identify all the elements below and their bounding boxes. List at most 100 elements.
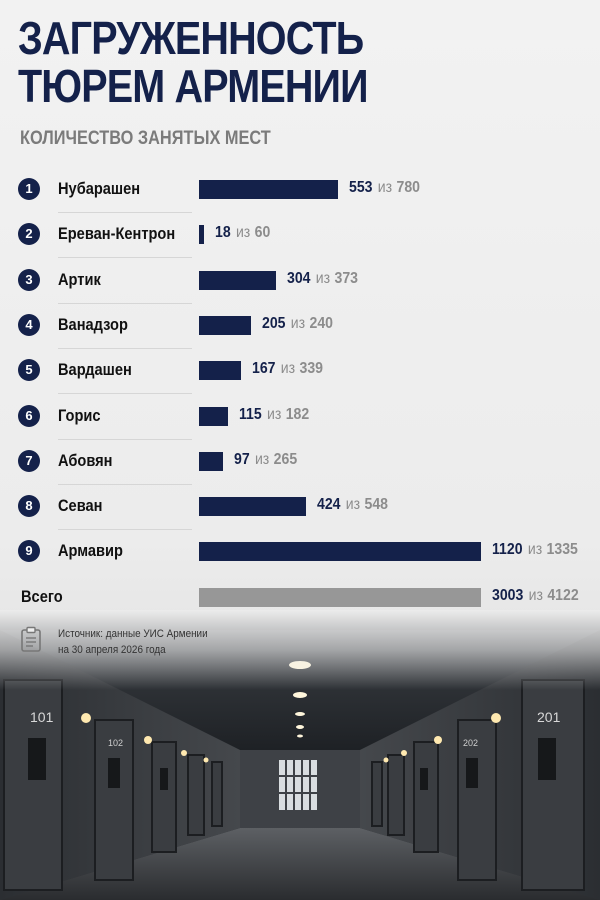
- of-word: из: [528, 587, 543, 604]
- value-label: 304 из 373: [287, 270, 358, 288]
- bar: [199, 361, 241, 380]
- value-label: 205 из 240: [262, 315, 333, 333]
- door-number-202: 202: [463, 738, 478, 748]
- of-word: из: [527, 541, 543, 558]
- value-label: 424 из 548: [317, 496, 388, 514]
- category-label: Ереван-Кентрон: [58, 224, 176, 243]
- occupied-value: 97: [234, 451, 250, 468]
- of-word: из: [315, 270, 331, 287]
- occupied-value: 3003: [492, 587, 524, 604]
- capacity-value: 60: [254, 224, 271, 241]
- rank-badge: 8: [18, 495, 40, 517]
- category-label: Ванадзор: [58, 315, 128, 334]
- of-word: из: [266, 406, 282, 423]
- of-word: из: [254, 451, 270, 468]
- chart-row: 6 Горис 115 из 182: [0, 395, 600, 440]
- capacity-value: 339: [299, 360, 324, 377]
- value-label: 115 из 182: [239, 406, 309, 424]
- rank-badge: 1: [18, 178, 40, 200]
- chart-row: 8 Севан 424 из 548: [0, 485, 600, 530]
- capacity-value: 182: [285, 406, 310, 423]
- capacity-value: 4122: [547, 587, 579, 604]
- chart-row: 7 Абовян 97 из 265: [0, 440, 600, 485]
- door-number-201: 201: [537, 709, 561, 725]
- capacity-value: 373: [334, 270, 359, 287]
- row-divider: [58, 393, 192, 394]
- occupied-value: 553: [349, 179, 373, 196]
- value-label: 167 из 339: [252, 360, 323, 378]
- row-divider: [58, 439, 192, 440]
- bar: [199, 407, 228, 426]
- source-line-2: на 30 апреля 2026 года: [58, 644, 166, 656]
- category-label: Вардашен: [58, 360, 132, 379]
- occupied-value: 115: [239, 406, 262, 423]
- category-label: Артик: [58, 270, 101, 289]
- of-word: из: [290, 315, 306, 332]
- rank-badge: 5: [18, 359, 40, 381]
- total-label: Всего: [21, 587, 63, 606]
- category-label: Армавир: [58, 541, 123, 560]
- bar: [199, 180, 338, 199]
- of-word: из: [377, 179, 393, 196]
- clipboard-icon: [21, 626, 41, 652]
- category-label: Горис: [58, 406, 101, 425]
- capacity-value: 265: [273, 451, 298, 468]
- occupied-value: 167: [252, 360, 276, 377]
- source-text: Источник: данные УИС Армении на 30 апрел…: [58, 626, 208, 658]
- occupied-value: 18: [215, 224, 231, 241]
- title-line-2: ТЮРЕМ АРМЕНИИ: [18, 60, 369, 112]
- occupied-value: 424: [317, 496, 341, 513]
- value-label: 3003 из 4122: [492, 587, 579, 605]
- occupied-value: 304: [287, 270, 311, 287]
- bar: [199, 497, 306, 516]
- rank-badge: 9: [18, 540, 40, 562]
- total-bar: [199, 588, 481, 607]
- rank-badge: 3: [18, 269, 40, 291]
- of-word: из: [345, 496, 361, 513]
- rank-badge: 4: [18, 314, 40, 336]
- page-subtitle: КОЛИЧЕСТВО ЗАНЯТЫХ МЕСТ: [20, 128, 271, 149]
- chart-row: 2 Ереван-Кентрон 18 из 60: [0, 213, 600, 258]
- door-number-101: 101: [30, 709, 54, 725]
- total-row: Всего 3003 из 4122: [0, 576, 600, 621]
- chart-row: 1 Нубарашен 553 из 780: [0, 168, 600, 213]
- rank-badge: 6: [18, 405, 40, 427]
- bar: [199, 225, 204, 244]
- source-note: Источник: данные УИС Армении на 30 апрел…: [20, 624, 320, 658]
- capacity-value: 548: [364, 496, 389, 513]
- title-line-1: ЗАГРУЖЕННОСТЬ: [18, 12, 364, 64]
- value-label: 553 из 780: [349, 179, 420, 197]
- bar: [199, 542, 481, 561]
- capacity-value: 1335: [546, 541, 578, 558]
- source-line-1: Источник: данные УИС Армении: [58, 628, 208, 640]
- category-label: Нубарашен: [58, 179, 141, 198]
- value-label: 1120 из 1335: [492, 541, 578, 559]
- chart-row: 5 Вардашен 167 из 339: [0, 349, 600, 394]
- row-divider: [58, 529, 192, 530]
- row-divider: [58, 257, 192, 258]
- rank-badge: 7: [18, 450, 40, 472]
- occupied-value: 1120: [492, 541, 523, 558]
- capacity-value: 240: [309, 315, 334, 332]
- row-divider: [58, 348, 192, 349]
- chart-row: 3 Артик 304 из 373: [0, 259, 600, 304]
- of-word: из: [280, 360, 296, 377]
- chart-row: 9 Армавир 1120 из 1335: [0, 530, 600, 575]
- row-divider: [58, 484, 192, 485]
- page-title: ЗАГРУЖЕННОСТЬ ТЮРЕМ АРМЕНИИ: [18, 12, 369, 112]
- category-label: Севан: [58, 496, 103, 515]
- door-number-102: 102: [108, 738, 123, 748]
- chart-row: 4 Ванадзор 205 из 240: [0, 304, 600, 349]
- scene-fade: [0, 610, 600, 690]
- of-word: из: [235, 224, 251, 241]
- category-label: Абовян: [58, 451, 113, 470]
- value-label: 97 из 265: [234, 451, 297, 469]
- bar: [199, 316, 251, 335]
- capacity-value: 780: [396, 179, 421, 196]
- row-divider: [58, 303, 192, 304]
- rank-badge: 2: [18, 223, 40, 245]
- occupied-value: 205: [262, 315, 286, 332]
- row-divider: [58, 212, 192, 213]
- bar: [199, 271, 276, 290]
